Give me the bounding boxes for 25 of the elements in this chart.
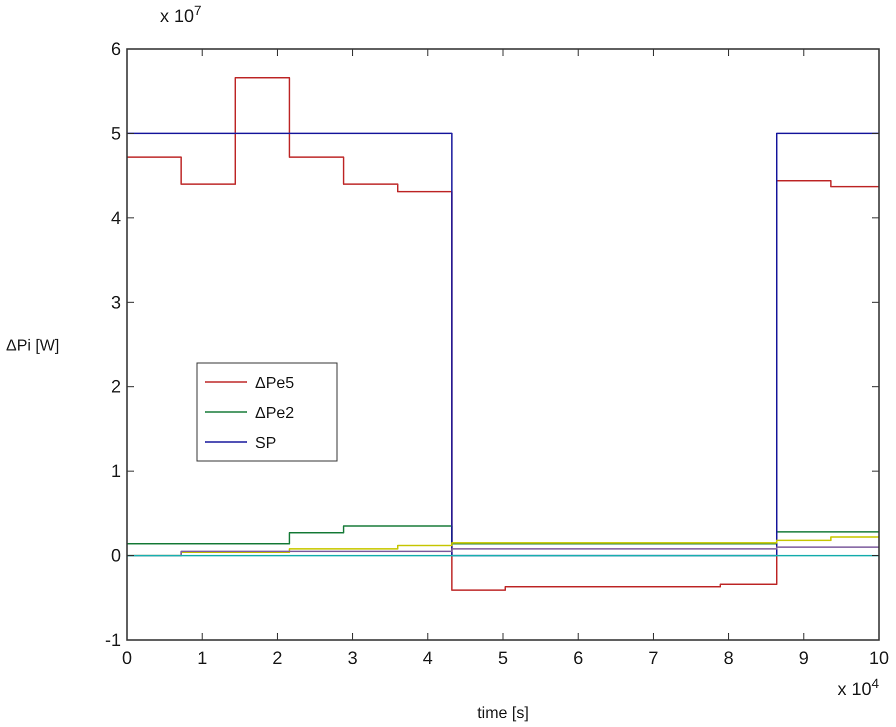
x-tick-label: 3	[348, 648, 358, 668]
legend-label: SP	[255, 435, 276, 452]
text: x 10$^{7}$	[160, 2, 202, 26]
y-tick-label: 6	[110, 39, 121, 59]
y-tick-label: 5	[110, 123, 121, 144]
y-axis-title: ΔPi [W]	[6, 338, 60, 354]
y-tick-label: -1	[104, 630, 121, 650]
y-tick-label: 0	[110, 546, 121, 566]
text: x 10$^{4}$	[837, 676, 880, 699]
x-tick-label: 10	[868, 648, 890, 668]
y-tick-label: 1	[110, 461, 121, 482]
x-tick-label: 1	[197, 648, 208, 668]
x-tick-label: 2	[272, 648, 282, 668]
legend-label: ΔPe2	[255, 405, 294, 422]
legend-label: ΔPe5	[255, 375, 294, 392]
x-tick-label: 8	[724, 648, 734, 668]
x-tick-label: 4	[422, 648, 433, 668]
y-tick-label: 3	[110, 292, 121, 312]
x-tick-label: 5	[498, 648, 508, 668]
x-tick-label: 9	[798, 648, 809, 668]
x-axis-title: time [s]	[477, 705, 529, 722]
x-tick-label: 7	[648, 648, 658, 668]
y-tick-label: 4	[110, 208, 121, 228]
x-tick-label: 6	[573, 648, 584, 668]
y-tick-label: 2	[110, 376, 121, 397]
